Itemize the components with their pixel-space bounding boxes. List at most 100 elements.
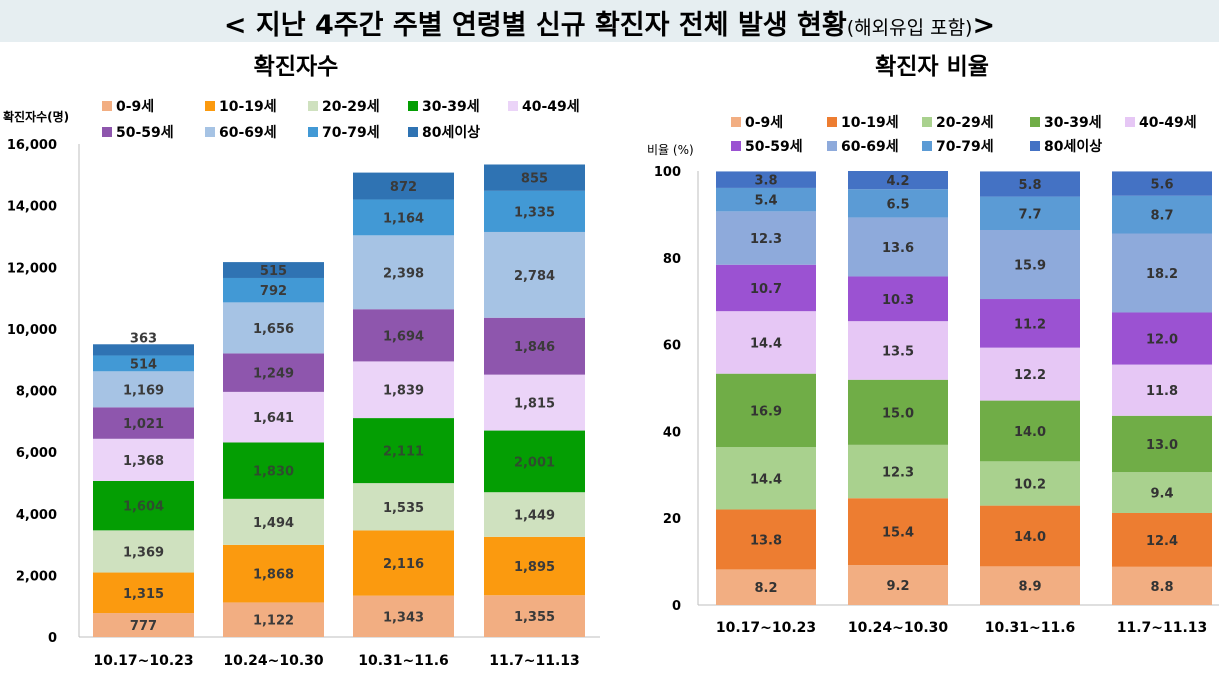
legend-label-9: 80세이상 bbox=[1044, 138, 1102, 155]
page-title-subtitle: (해외유입 포함) bbox=[846, 17, 973, 39]
legend-swatch-1 bbox=[731, 117, 741, 127]
data-label-6-4: 1,846 bbox=[514, 340, 555, 355]
data-label-7-2: 13.6 bbox=[882, 241, 914, 256]
data-label-5-2: 13.5 bbox=[882, 344, 914, 359]
data-label-3-4: 1,449 bbox=[514, 509, 555, 524]
data-label-8-1: 5.4 bbox=[754, 194, 777, 209]
bar-segment-2-4 bbox=[484, 536, 585, 596]
bar-segment-3-1 bbox=[716, 447, 816, 510]
data-label-3-1: 14.4 bbox=[750, 472, 782, 487]
legend-swatch-5 bbox=[1125, 117, 1135, 127]
data-label-6-3: 11.2 bbox=[1014, 317, 1046, 332]
data-label-7-2: 1,656 bbox=[253, 322, 294, 337]
legend-label-1: 0-9세 bbox=[745, 115, 783, 131]
data-label-1-4: 8.8 bbox=[1150, 580, 1173, 595]
bar-segment-8-4 bbox=[484, 190, 585, 232]
data-label-7-3: 2,398 bbox=[383, 266, 424, 281]
bar-segment-5-1 bbox=[93, 438, 194, 481]
data-label-7-4: 2,784 bbox=[514, 269, 555, 284]
x-category-label-2: 10.24~10.30 bbox=[223, 653, 324, 669]
bar-segment-6-1 bbox=[716, 264, 816, 312]
bar-segment-2-3 bbox=[980, 505, 1080, 567]
bar-segment-4-3 bbox=[980, 400, 1080, 462]
bar-segment-6-3 bbox=[980, 299, 1080, 348]
bar-segment-8-3 bbox=[980, 196, 1080, 231]
y-tick-label: 0 bbox=[48, 631, 57, 646]
data-label-2-2: 15.4 bbox=[882, 526, 914, 541]
bar-segment-9-3 bbox=[353, 172, 454, 200]
legend-swatch-7 bbox=[205, 127, 215, 137]
data-label-3-4: 9.4 bbox=[1150, 487, 1173, 502]
legend-label-8: 70-79세 bbox=[322, 125, 380, 141]
legend-swatch-2 bbox=[827, 117, 837, 127]
data-label-9-2: 4.2 bbox=[886, 174, 909, 189]
data-label-3-2: 12.3 bbox=[882, 466, 914, 481]
x-category-label-3: 10.31~11.6 bbox=[985, 620, 1076, 636]
page-title: < 지난 4주간 주별 연령별 신규 확진자 전체 발생 현황(해외유입 포함)… bbox=[0, 3, 1219, 42]
legend-label-4: 30-39세 bbox=[1044, 115, 1102, 131]
y-tick-label: 60 bbox=[663, 339, 681, 354]
bar-segment-9-1 bbox=[93, 344, 194, 356]
data-label-7-4: 18.2 bbox=[1146, 267, 1178, 282]
bar-segment-1-1 bbox=[716, 569, 816, 605]
data-label-5-4: 1,815 bbox=[514, 397, 555, 412]
legend-swatch-4 bbox=[408, 101, 418, 111]
bar-segment-8-1 bbox=[93, 355, 194, 372]
data-label-4-1: 16.9 bbox=[750, 404, 782, 419]
data-label-1-3: 1,343 bbox=[383, 610, 424, 625]
x-category-label-4: 11.7~11.13 bbox=[1117, 620, 1208, 636]
bar-segment-6-2 bbox=[223, 353, 324, 392]
bar-segment-6-3 bbox=[353, 309, 454, 362]
data-label-8-4: 1,335 bbox=[514, 205, 555, 220]
y-tick-label: 4,000 bbox=[16, 508, 57, 523]
data-label-6-1: 10.7 bbox=[750, 282, 782, 297]
data-label-4-4: 13.0 bbox=[1146, 438, 1178, 453]
data-label-8-4: 8.7 bbox=[1150, 209, 1173, 224]
data-label-3-1: 1,369 bbox=[123, 545, 164, 560]
data-label-1-1: 777 bbox=[130, 619, 157, 634]
bar-segment-4-2 bbox=[223, 442, 324, 499]
bar-segment-7-1 bbox=[93, 371, 194, 408]
data-label-2-4: 12.4 bbox=[1146, 534, 1178, 549]
legend-label-2: 10-19세 bbox=[219, 99, 277, 115]
bar-segment-9-4 bbox=[484, 164, 585, 191]
legend-label-1: 0-9세 bbox=[116, 99, 154, 115]
data-label-3-2: 1,494 bbox=[253, 516, 294, 531]
legend-label-2: 10-19세 bbox=[841, 115, 899, 131]
bar-segment-5-2 bbox=[848, 321, 948, 380]
bar-segment-7-2 bbox=[848, 217, 948, 277]
bar-segment-9-4 bbox=[1112, 171, 1212, 196]
x-category-label-1: 10.17~10.23 bbox=[716, 620, 816, 636]
bar-segment-5-3 bbox=[353, 361, 454, 419]
bar-segment-7-1 bbox=[716, 211, 816, 265]
bar-segment-3-1 bbox=[93, 530, 194, 573]
bar-segment-5-4 bbox=[484, 374, 585, 431]
data-label-1-1: 8.2 bbox=[754, 581, 777, 596]
data-label-8-3: 7.7 bbox=[1018, 207, 1041, 222]
legend-label-6: 50-59세 bbox=[745, 139, 803, 155]
y-tick-label: 2,000 bbox=[16, 569, 57, 584]
bar-segment-4-1 bbox=[93, 480, 194, 531]
legend-swatch-6 bbox=[731, 141, 741, 151]
bar-segment-9-2 bbox=[223, 262, 324, 278]
data-label-4-2: 15.0 bbox=[882, 406, 914, 421]
data-label-7-3: 15.9 bbox=[1014, 259, 1046, 274]
legend-label-7: 60-69세 bbox=[841, 139, 899, 155]
data-label-2-1: 1,315 bbox=[123, 587, 164, 602]
bar-segment-3-2 bbox=[848, 444, 948, 499]
bar-segment-4-4 bbox=[1112, 415, 1212, 473]
data-label-4-3: 14.0 bbox=[1014, 425, 1046, 440]
data-label-5-1: 1,368 bbox=[123, 454, 164, 469]
page-header: < 지난 4주간 주별 연령별 신규 확진자 전체 발생 현황(해외유입 포함)… bbox=[0, 0, 1219, 42]
page-title-main: < 지난 4주간 주별 연령별 신규 확진자 전체 발생 현황 bbox=[223, 10, 847, 41]
data-label-8-2: 792 bbox=[260, 284, 287, 299]
legend-swatch-9 bbox=[1030, 141, 1040, 151]
y-tick-label: 80 bbox=[663, 252, 681, 267]
data-label-2-2: 1,868 bbox=[253, 568, 294, 583]
bar-segment-1-1 bbox=[93, 613, 194, 637]
data-label-8-1: 514 bbox=[130, 357, 157, 372]
data-label-4-4: 2,001 bbox=[514, 455, 555, 470]
legend-swatch-9 bbox=[408, 127, 418, 137]
legend-label-7: 60-69세 bbox=[219, 125, 277, 141]
bar-segment-7-2 bbox=[223, 302, 324, 354]
